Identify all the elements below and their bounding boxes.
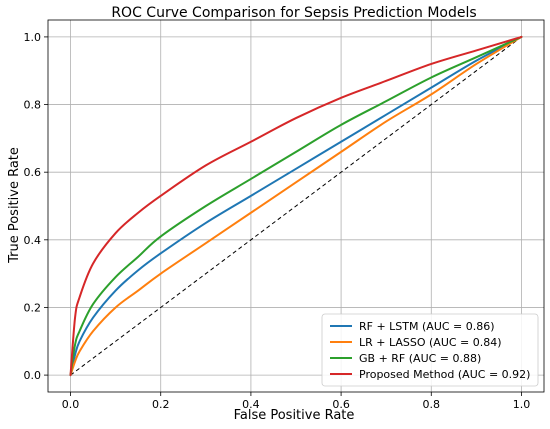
roc-curves [69,35,523,377]
x-axis-ticks: 0.0 0.2 0.4 0.6 0.8 1.0 [62,392,530,411]
x-tick-label: 1.0 [513,398,531,411]
y-tick-label: 0.8 [24,99,42,112]
x-tick-label: 0.6 [332,398,350,411]
legend-entry-label: LR + LASSO (AUC = 0.84) [359,336,502,349]
x-tick-label: 0.8 [423,398,441,411]
legend-box [321,313,539,387]
chart-title: ROC Curve Comparison for Sepsis Predicti… [111,5,476,21]
y-axis-label: True Positive Rate [7,147,22,264]
y-tick-label: 1.0 [24,31,42,44]
y-tick-label: 0.4 [24,234,42,247]
legend-entry-label: GB + RF (AUC = 0.88) [359,352,481,365]
plot-frame [47,19,545,393]
grid [48,20,544,392]
roc-curve-series-2 [69,35,523,377]
y-tick-label: 0.6 [24,166,42,179]
x-tick-label: 0.2 [152,398,170,411]
legend-entry-label: Proposed Method (AUC = 0.92) [359,368,530,381]
x-tick-label: 0.4 [242,398,260,411]
y-tick-label: 0.2 [24,301,42,314]
roc-curve-series-1 [69,35,523,377]
x-tick-label: 0.0 [62,398,80,411]
random-classifier-line [70,36,522,376]
roc-curve-series-3 [69,35,523,377]
axes-frame [47,19,545,393]
x-axis-label: False Positive Rate [234,408,355,423]
y-tick-label: 0.0 [24,369,42,382]
roc-curve-series-4 [69,35,523,377]
legend: RF + LSTM (AUC = 0.86) LR + LASSO (AUC = … [321,313,539,387]
legend-entry-label: RF + LSTM (AUC = 0.86) [359,320,495,333]
y-axis-ticks: 0.0 0.2 0.4 0.6 0.8 1.0 [24,31,48,382]
